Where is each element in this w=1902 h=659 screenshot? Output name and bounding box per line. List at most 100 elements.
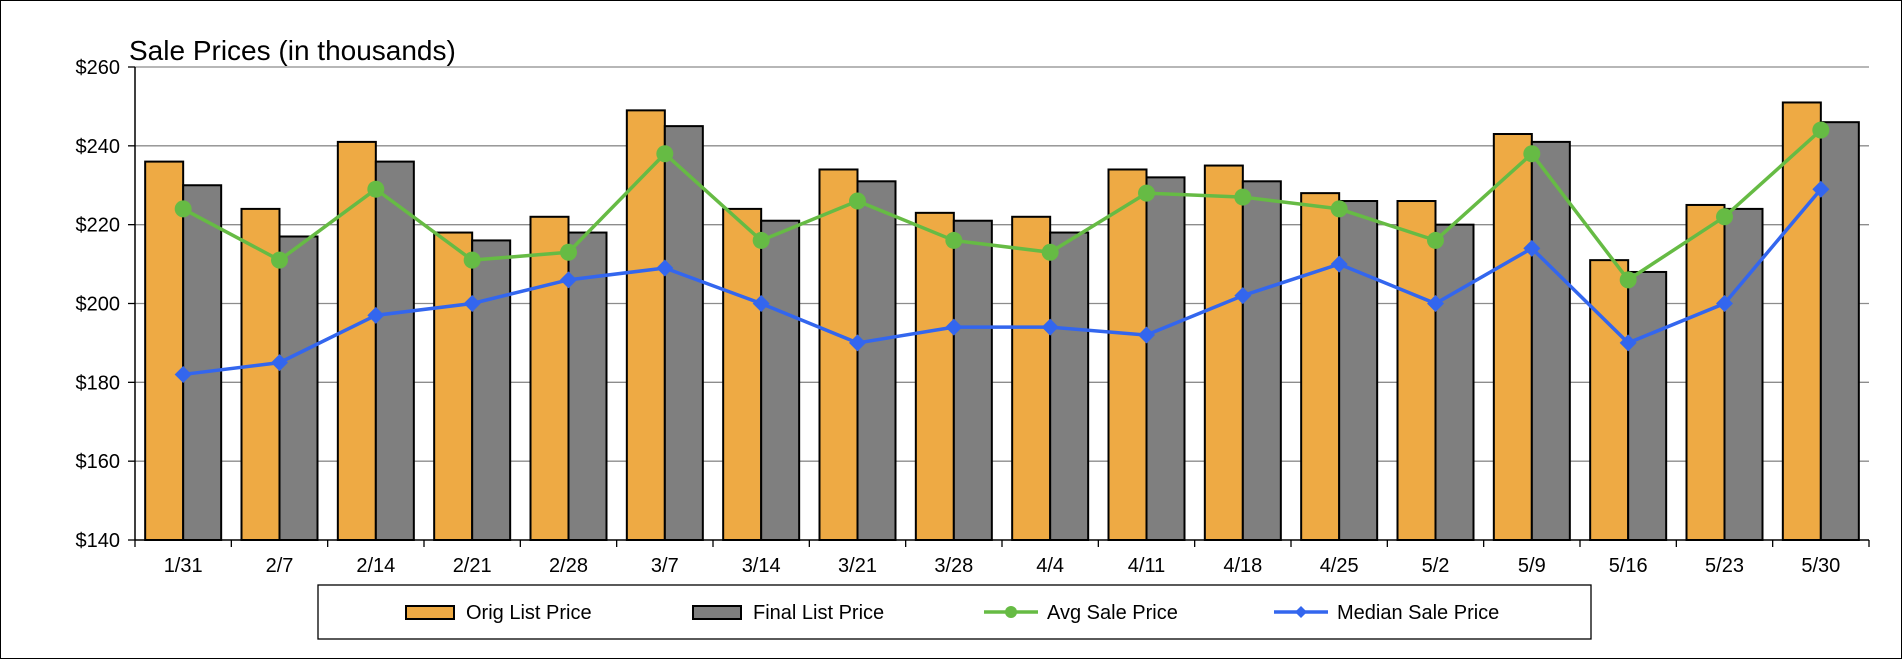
bar-orig-list-price: [433, 231, 474, 542]
bar-final-list-price: [760, 219, 801, 541]
bar-final-list-price: [856, 180, 897, 542]
bar-final-list-price: [182, 184, 223, 541]
point-avg-sale-price: [1427, 231, 1444, 249]
x-tick-label: 5/16: [1609, 555, 1648, 577]
point-avg-sale-price: [656, 145, 674, 163]
x-tick-label: 4/4: [1036, 555, 1064, 577]
bar-final-list-price: [1145, 176, 1186, 541]
x-tick-label: 4/18: [1223, 555, 1262, 577]
legend-label-avg-sale-price: Avg Sale Price: [1047, 602, 1178, 624]
y-tick-label: $200: [76, 294, 121, 316]
point-median-sale-price: [1041, 318, 1059, 336]
x-tick-label: 4/25: [1320, 555, 1359, 577]
bar-final-list-price: [663, 125, 704, 541]
bar-final-list-price: [952, 219, 993, 541]
point-median-sale-price: [1138, 326, 1155, 344]
line-avg-sale-price: [182, 128, 1823, 283]
bar-final-list-price: [1049, 231, 1090, 542]
point-median-sale-price: [945, 318, 963, 336]
x-tick-label: 4/11: [1128, 555, 1165, 577]
point-median-sale-price: [1234, 287, 1252, 305]
bar-orig-list-price: [1107, 168, 1148, 541]
point-avg-sale-price: [463, 251, 481, 269]
x-tick-label: 5/9: [1518, 555, 1546, 577]
point-median-sale-price: [463, 295, 481, 312]
bar-final-list-price: [1819, 121, 1860, 542]
point-median-sale-price: [849, 334, 866, 352]
bar-final-list-price: [1627, 270, 1668, 541]
point-median-sale-price: [1427, 295, 1444, 312]
point-avg-sale-price: [1138, 184, 1155, 202]
bar-orig-list-price: [1203, 164, 1244, 542]
bar-orig-list-price: [144, 160, 185, 541]
x-tick-label: 3/14: [742, 555, 781, 577]
point-avg-sale-price: [752, 231, 770, 249]
bar-orig-list-price: [1396, 200, 1437, 541]
y-tick-label: $260: [76, 57, 121, 79]
legend-label-median-sale-price: Median Sale Price: [1337, 602, 1499, 624]
legend-marker-median-sale-price: [1295, 606, 1307, 618]
y-tick-label: $160: [76, 451, 121, 473]
point-avg-sale-price: [560, 243, 577, 261]
point-avg-sale-price: [1234, 188, 1252, 206]
bar-orig-list-price: [1300, 192, 1341, 541]
bar-final-list-price: [1241, 180, 1282, 542]
legend: Orig List Price Final List Price Avg Sale …: [317, 584, 1592, 640]
line-median-sale-price: [182, 188, 1823, 377]
x-tick-label: 3/28: [934, 555, 973, 577]
x-tick-label: 5/23: [1705, 555, 1744, 577]
bar-orig-list-price: [1492, 133, 1533, 541]
legend-swatch-orig-list-price: [405, 605, 455, 620]
x-tick-label: 2/7: [266, 555, 294, 577]
point-median-sale-price: [1523, 239, 1541, 257]
point-median-sale-price: [752, 295, 770, 312]
x-tick-label: 2/28: [549, 555, 588, 577]
x-tick-label: 3/7: [651, 555, 679, 577]
bar-final-list-price: [471, 239, 512, 542]
point-avg-sale-price: [849, 192, 866, 210]
x-tick-label: 2/14: [356, 555, 395, 577]
point-avg-sale-price: [945, 231, 963, 249]
bar-final-list-price: [1338, 200, 1379, 541]
point-avg-sale-price: [174, 200, 192, 218]
point-median-sale-price: [1330, 255, 1348, 273]
bar-final-list-price: [374, 160, 415, 541]
bar-orig-list-price: [529, 215, 570, 542]
point-avg-sale-price: [1041, 243, 1059, 261]
bar-orig-list-price: [1685, 203, 1726, 541]
x-tick-label: 2/21: [453, 555, 492, 577]
point-avg-sale-price: [367, 180, 385, 198]
point-median-sale-price: [656, 259, 674, 277]
legend-label-final-list-price: Final List Price: [753, 602, 884, 624]
point-avg-sale-price: [271, 251, 288, 269]
legend-marker-avg-sale-price: [1005, 606, 1017, 618]
point-median-sale-price: [271, 354, 288, 372]
bar-orig-list-price: [914, 211, 955, 541]
bar-final-list-price: [1530, 140, 1571, 541]
legend-box: [317, 584, 1592, 640]
point-avg-sale-price: [1716, 208, 1733, 226]
x-tick-label: 3/21: [838, 555, 877, 577]
y-tick-label: $240: [76, 136, 121, 158]
bar-orig-list-price: [1589, 259, 1630, 541]
point-median-sale-price: [367, 306, 385, 324]
point-median-sale-price: [560, 271, 577, 289]
y-tick-label: $140: [76, 530, 121, 552]
bar-orig-list-price: [1011, 215, 1052, 542]
bars: [144, 101, 1860, 542]
bar-orig-list-price: [722, 207, 763, 541]
point-avg-sale-price: [1619, 271, 1637, 289]
point-avg-sale-price: [1330, 200, 1348, 218]
bar-final-list-price: [1723, 207, 1764, 541]
legend-swatch-final-list-price: [692, 605, 742, 620]
point-median-sale-price: [174, 365, 192, 383]
legend-label-orig-list-price: Orig List Price: [466, 602, 592, 624]
y-tick-label: $180: [76, 372, 121, 394]
point-median-sale-price: [1812, 180, 1830, 198]
y-tick-label: $220: [76, 215, 121, 237]
chart-title: Sale Prices (in thousands): [129, 35, 456, 66]
x-tick-label: 1/31: [164, 555, 203, 577]
x-tick-label: 5/2: [1422, 555, 1450, 577]
